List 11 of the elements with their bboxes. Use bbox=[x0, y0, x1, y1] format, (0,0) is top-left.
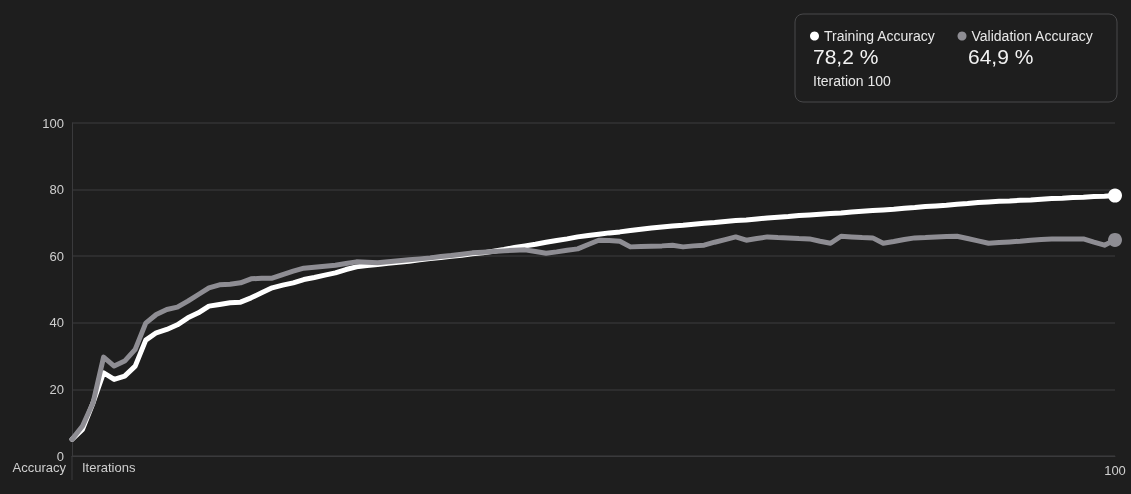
y-tick-label: 60 bbox=[49, 248, 64, 264]
text: Iteration 100 bbox=[813, 73, 892, 89]
y-tick-label: 20 bbox=[49, 381, 64, 397]
text: 78,2 % bbox=[813, 45, 879, 68]
legend-label: Training Accuracy bbox=[824, 28, 935, 44]
y-tick-label: 100 bbox=[42, 115, 64, 131]
text: 64,9 % bbox=[968, 45, 1034, 68]
x-axis-title: Iterations bbox=[82, 460, 136, 475]
y-tick-label: 40 bbox=[49, 315, 64, 331]
y-tick-label: 80 bbox=[49, 182, 64, 198]
legend-label: Validation Accuracy bbox=[971, 28, 1093, 44]
